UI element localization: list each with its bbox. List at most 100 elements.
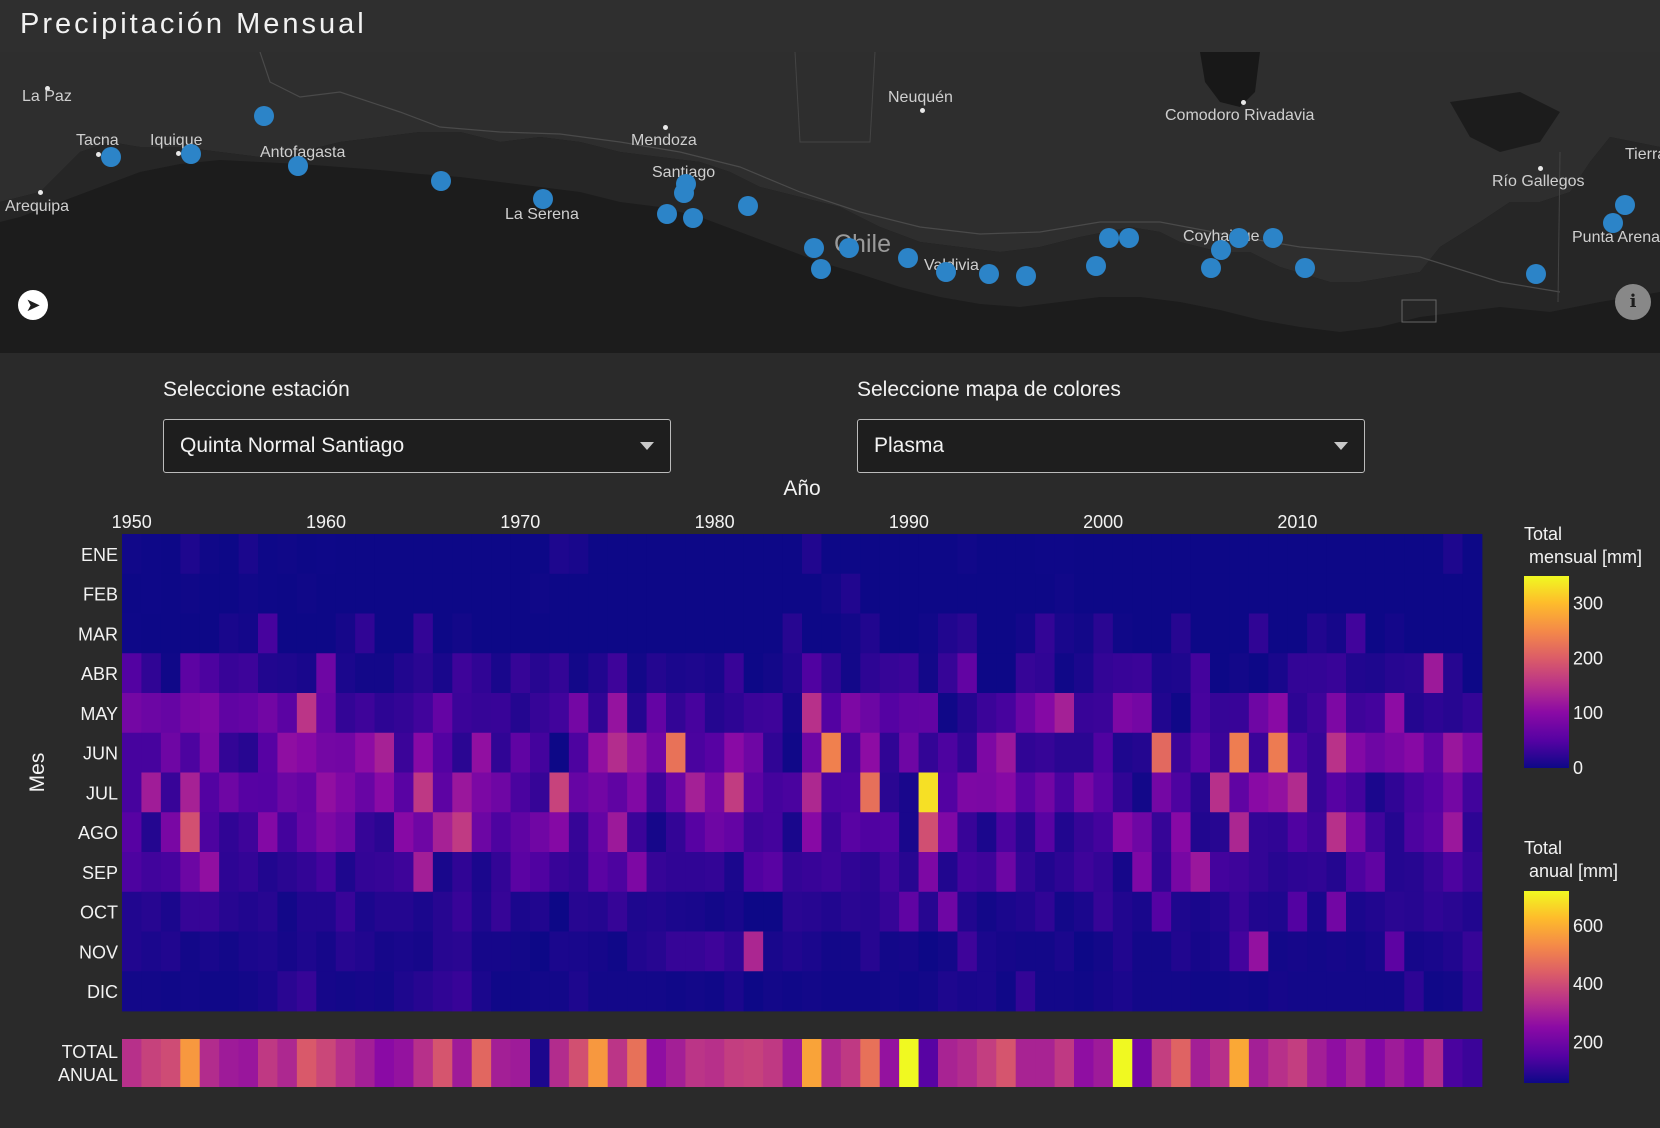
station-marker[interactable] <box>1099 228 1119 248</box>
station-marker[interactable] <box>431 171 451 191</box>
heatmap-cell <box>355 573 375 614</box>
station-marker[interactable] <box>1201 258 1221 278</box>
station-marker[interactable] <box>288 156 308 176</box>
heatmap-cell <box>568 693 589 734</box>
heatmap-cell <box>1287 732 1308 773</box>
station-marker[interactable] <box>979 264 999 284</box>
heatmap-cell <box>413 852 434 893</box>
heatmap-cell <box>879 534 900 575</box>
precipitation-heatmap[interactable]: ENE FEB MAR ABR MAY JUN JUL AGO SEP OCT NOV DIC TOTA… <box>0 470 1660 1120</box>
heatmap-cell <box>1443 613 1463 654</box>
station-marker[interactable] <box>1229 228 1249 248</box>
station-marker[interactable] <box>1119 228 1139 248</box>
heatmap-cell <box>646 732 667 773</box>
heatmap-cell <box>452 732 473 773</box>
heatmap-cell <box>296 613 317 654</box>
colormap-dropdown[interactable]: Plasma <box>857 419 1365 473</box>
station-marker[interactable] <box>804 238 824 258</box>
heatmap-cell <box>763 812 783 853</box>
heatmap-cell <box>918 653 939 694</box>
heatmap-cell <box>335 573 356 614</box>
station-marker[interactable] <box>738 196 758 216</box>
heatmap-cell <box>607 931 628 972</box>
station-marker[interactable] <box>1615 195 1635 215</box>
heatmap-cell <box>627 653 647 694</box>
heatmap-cell <box>607 534 628 575</box>
heatmap-cell <box>1210 732 1230 773</box>
station-marker[interactable] <box>1016 266 1036 286</box>
station-marker[interactable] <box>1211 240 1231 260</box>
heatmap-cell <box>1210 534 1230 575</box>
heatmap-cell <box>685 732 706 773</box>
compass-icon[interactable]: ➤ <box>18 290 48 320</box>
station-marker[interactable] <box>936 262 956 282</box>
heatmap-cell <box>316 732 337 773</box>
annual-total-cell <box>568 1039 589 1087</box>
station-marker[interactable] <box>1526 264 1546 284</box>
station-marker[interactable] <box>1603 213 1623 233</box>
station-marker[interactable] <box>674 183 694 203</box>
station-marker[interactable] <box>101 147 121 167</box>
annual-total-cell <box>1093 1039 1114 1087</box>
heatmap-cell <box>704 852 725 893</box>
heatmap-cell <box>938 772 958 813</box>
heatmap-cell <box>335 772 356 813</box>
station-marker[interactable] <box>657 204 677 224</box>
station-marker[interactable] <box>898 248 918 268</box>
station-dropdown[interactable]: Quinta Normal Santiago <box>163 419 671 473</box>
heatmap-cell <box>860 891 881 932</box>
heatmap-cell <box>1365 971 1386 1012</box>
heatmap-cell <box>413 891 434 932</box>
heatmap-cell <box>219 732 239 773</box>
heatmap-cell <box>160 693 181 734</box>
heatmap-cell <box>471 732 492 773</box>
heatmap-cell <box>976 693 997 734</box>
station-marker[interactable] <box>683 208 703 228</box>
heatmap-cell <box>180 772 201 813</box>
heatmap-cell <box>374 812 395 853</box>
heatmap-cell <box>763 653 783 694</box>
heatmap-cell <box>1035 931 1055 972</box>
station-marker[interactable] <box>1086 256 1106 276</box>
heatmap-cell <box>860 653 881 694</box>
heatmap-cell <box>938 971 958 1012</box>
heatmap-cell <box>335 613 356 654</box>
heatmap-cell <box>141 693 162 734</box>
station-marker[interactable] <box>839 238 859 258</box>
heatmap-cell <box>238 653 259 694</box>
city-label-punta-arenas: Punta Arenas <box>1572 229 1660 246</box>
annual-total-cell <box>1443 1039 1463 1087</box>
heatmap-cell <box>1326 772 1347 813</box>
annual-total-cell <box>199 1039 220 1087</box>
heatmap-cell <box>510 812 531 853</box>
station-marker[interactable] <box>1295 258 1315 278</box>
heatmap-cell <box>782 971 803 1012</box>
heatmap-cell <box>491 812 511 853</box>
heatmap-cell <box>1229 971 1250 1012</box>
station-marker[interactable] <box>811 259 831 279</box>
heatmap-cell <box>1151 971 1172 1012</box>
heatmap-cell <box>899 971 919 1012</box>
heatmap-cell <box>860 931 881 972</box>
heatmap-cell <box>1268 812 1289 853</box>
station-marker[interactable] <box>254 106 274 126</box>
heatmap-cell <box>335 693 356 734</box>
annual-total-cell <box>258 1039 278 1087</box>
station-marker[interactable] <box>181 144 201 164</box>
year-tick-label: 1970 <box>500 512 540 532</box>
station-marker[interactable] <box>1263 228 1283 248</box>
station-map[interactable]: La Paz Tacna Iquique Antofagasta Arequip… <box>0 52 1660 353</box>
heatmap-cell <box>296 931 317 972</box>
heatmap-cell <box>938 693 958 734</box>
annual-colorbar-tick-label: 600 <box>1573 916 1603 936</box>
monthly-colorbar-tick-label: 200 <box>1573 648 1603 668</box>
station-marker[interactable] <box>533 189 553 209</box>
heatmap-cell <box>141 852 162 893</box>
info-icon[interactable]: i <box>1615 284 1651 320</box>
heatmap-cell <box>782 534 803 575</box>
heatmap-cell <box>1210 931 1230 972</box>
heatmap-cell <box>180 534 201 575</box>
annual-total-cell <box>1423 1039 1444 1087</box>
heatmap-cell <box>296 573 317 614</box>
heatmap-cell <box>1346 653 1366 694</box>
